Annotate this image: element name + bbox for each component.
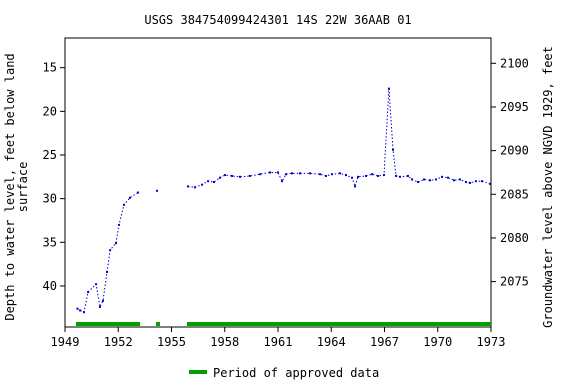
- approved-period: [76, 322, 141, 326]
- data-point: [79, 309, 82, 312]
- data-point: [365, 174, 368, 177]
- data-point: [223, 174, 226, 177]
- legend-label: Period of approved data: [213, 366, 379, 380]
- y2-tick-label: 2095: [500, 100, 529, 114]
- y-tick-label: 35: [43, 235, 57, 249]
- data-point: [330, 173, 333, 176]
- data-point: [398, 175, 401, 178]
- y-tick-label: 30: [43, 192, 57, 206]
- approved-period: [156, 322, 160, 326]
- data-point: [187, 185, 190, 188]
- data-point: [101, 299, 104, 302]
- data-point: [447, 176, 450, 179]
- data-point: [155, 189, 158, 192]
- y2-tick-label: 2090: [500, 144, 529, 158]
- data-point: [319, 173, 322, 176]
- legend-swatch: [189, 370, 207, 374]
- data-point: [128, 196, 131, 199]
- chart-title: USGS 384754099424301 14S 22W 36AAB 01: [144, 13, 411, 27]
- data-point: [207, 180, 210, 183]
- x-tick-label: 1964: [317, 335, 346, 349]
- data-point: [82, 311, 85, 314]
- y2-tick-label: 2100: [500, 56, 529, 70]
- data-point: [428, 179, 431, 182]
- data-point: [308, 172, 311, 175]
- data-point: [98, 305, 101, 308]
- y2-tick-label: 2075: [500, 275, 529, 289]
- x-tick-label: 1955: [157, 335, 186, 349]
- x-tick-label: 1961: [264, 335, 293, 349]
- data-point: [122, 203, 125, 206]
- y2-axis-label: Groundwater level above NGVD 1929, feet: [541, 46, 555, 328]
- data-point: [387, 87, 390, 90]
- data-point: [95, 283, 98, 286]
- data-point: [453, 179, 456, 182]
- data-point: [87, 291, 90, 294]
- y-tick-label: 20: [43, 104, 57, 118]
- data-point: [458, 178, 461, 181]
- x-tick-label: 1958: [210, 335, 239, 349]
- data-point: [291, 172, 294, 175]
- data-point: [277, 171, 279, 174]
- data-point: [474, 180, 477, 183]
- data-point: [395, 174, 398, 177]
- data-point: [106, 270, 109, 273]
- data-point: [464, 181, 467, 184]
- data-point: [269, 171, 272, 174]
- y-tick-label: 40: [43, 279, 57, 293]
- data-point: [239, 175, 242, 178]
- data-point: [423, 178, 426, 181]
- data-point: [469, 181, 472, 184]
- x-tick-label: 1967: [370, 335, 399, 349]
- x-tick-label: 1952: [104, 335, 133, 349]
- data-point: [338, 172, 341, 175]
- data-point: [136, 191, 139, 194]
- data-point: [281, 180, 284, 183]
- data-point: [392, 148, 395, 151]
- x-tick-label: 1970: [423, 335, 452, 349]
- data-point: [351, 176, 354, 179]
- data-point: [382, 174, 385, 177]
- data-line: [77, 88, 491, 313]
- data-point: [417, 181, 420, 184]
- data-point: [231, 174, 234, 177]
- data-point: [371, 173, 374, 176]
- approved-period: [186, 322, 491, 326]
- data-point: [344, 174, 347, 177]
- data-point: [488, 182, 491, 185]
- data-point: [201, 183, 204, 186]
- data-point: [76, 307, 79, 310]
- y-tick-label: 15: [43, 61, 57, 75]
- y-axis-label: surface: [16, 162, 30, 213]
- data-point: [357, 175, 360, 178]
- data-point: [109, 249, 112, 252]
- data-point: [324, 174, 327, 177]
- y2-tick-label: 2080: [500, 231, 529, 245]
- y-tick-label: 25: [43, 148, 57, 162]
- data-point: [434, 178, 437, 181]
- data-point: [259, 173, 262, 176]
- plot-frame: [64, 37, 492, 328]
- data-point: [411, 178, 414, 181]
- x-tick-label: 1949: [51, 335, 80, 349]
- data-point: [406, 174, 409, 177]
- data-point: [376, 174, 379, 177]
- data-point: [441, 175, 444, 178]
- x-tick-label: 1973: [477, 335, 506, 349]
- y-axis-label: Depth to water level, feet below land: [3, 53, 17, 320]
- data-point: [117, 223, 120, 226]
- data-point: [114, 242, 117, 245]
- data-point: [193, 186, 196, 189]
- data-point: [354, 185, 357, 188]
- data-point: [248, 174, 251, 177]
- data-point: [218, 176, 221, 179]
- data-point: [299, 172, 302, 175]
- data-point: [284, 173, 287, 176]
- data-point: [480, 180, 483, 183]
- data-point: [212, 181, 215, 184]
- y2-tick-label: 2085: [500, 187, 529, 201]
